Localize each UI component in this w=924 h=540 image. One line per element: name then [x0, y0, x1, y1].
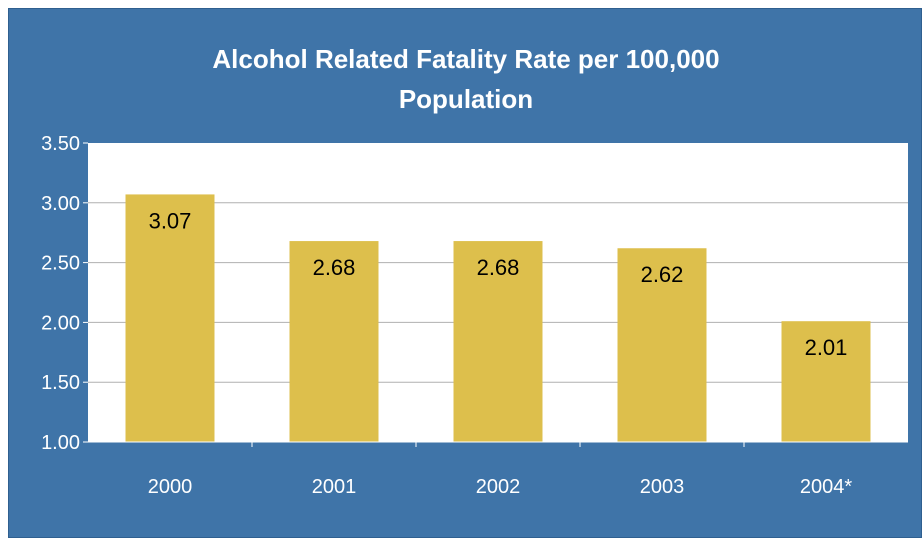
data-label: 2.62 [641, 262, 684, 287]
data-label: 2.01 [805, 335, 848, 360]
bar [617, 248, 707, 442]
bar [781, 321, 871, 442]
axes [83, 142, 908, 447]
y-tick-label: 2.00 [41, 312, 80, 334]
x-tick-label: 2001 [312, 476, 357, 498]
bar [453, 241, 543, 442]
bars [125, 194, 871, 442]
bar [289, 241, 379, 442]
data-label: 2.68 [477, 255, 520, 280]
x-tick-label: 2004* [800, 476, 852, 498]
x-tick-label: 2002 [476, 476, 521, 498]
chart-title: Alcohol Related Fatality Rate per 100,00… [9, 39, 923, 119]
x-tick-label: 2003 [640, 476, 685, 498]
x-tick-label: 2000 [148, 476, 193, 498]
y-tick-label: 3.50 [41, 133, 80, 155]
y-tick-label: 2.50 [41, 253, 80, 275]
bar [125, 194, 215, 442]
y-tick-label: 1.00 [41, 432, 80, 454]
y-tick-label: 3.00 [41, 193, 80, 215]
labels: 1.00 1.50 2.00 2.50 3.00 3.50 3.07 2000 2.68 2001… [41, 133, 852, 498]
chart-title-line-1: Alcohol Related Fatality Rate per 100,00… [212, 44, 720, 74]
data-label: 3.07 [149, 208, 192, 233]
y-tick-label: 1.50 [41, 372, 80, 394]
chart-title-line-2: Population [398, 84, 534, 114]
data-label: 2.68 [313, 255, 356, 280]
